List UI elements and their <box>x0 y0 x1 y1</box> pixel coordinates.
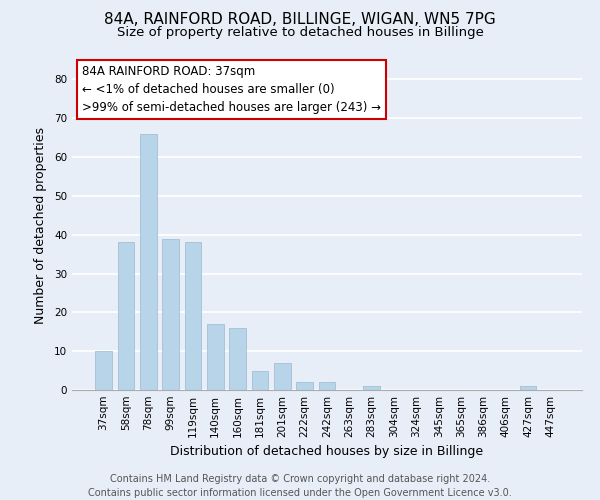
Bar <box>319 382 335 390</box>
Bar <box>364 386 380 390</box>
Text: 84A, RAINFORD ROAD, BILLINGE, WIGAN, WN5 7PG: 84A, RAINFORD ROAD, BILLINGE, WIGAN, WN5… <box>104 12 496 28</box>
Text: 84A RAINFORD ROAD: 37sqm
← <1% of detached houses are smaller (0)
>99% of semi-d: 84A RAINFORD ROAD: 37sqm ← <1% of detach… <box>82 65 381 114</box>
Bar <box>118 242 134 390</box>
Bar <box>140 134 157 390</box>
Bar <box>274 363 290 390</box>
Bar <box>162 238 179 390</box>
Bar <box>296 382 313 390</box>
Bar <box>251 370 268 390</box>
Text: Contains HM Land Registry data © Crown copyright and database right 2024.
Contai: Contains HM Land Registry data © Crown c… <box>88 474 512 498</box>
Bar <box>95 351 112 390</box>
Bar <box>185 242 202 390</box>
Bar <box>207 324 224 390</box>
Text: Size of property relative to detached houses in Billinge: Size of property relative to detached ho… <box>116 26 484 39</box>
Bar <box>520 386 536 390</box>
Bar <box>229 328 246 390</box>
Y-axis label: Number of detached properties: Number of detached properties <box>34 126 47 324</box>
X-axis label: Distribution of detached houses by size in Billinge: Distribution of detached houses by size … <box>170 446 484 458</box>
